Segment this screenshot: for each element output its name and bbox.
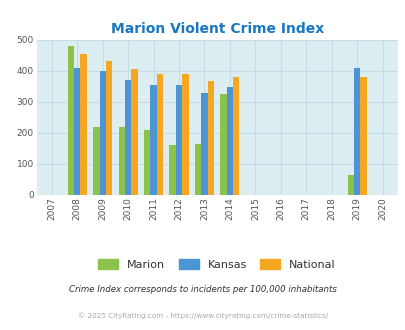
Bar: [131, 69, 137, 195]
Bar: [144, 130, 150, 195]
Bar: [347, 176, 353, 195]
Bar: [80, 53, 87, 195]
Text: Crime Index corresponds to incidents per 100,000 inhabitants: Crime Index corresponds to incidents per…: [69, 285, 336, 294]
Bar: [360, 77, 366, 195]
Bar: [175, 84, 182, 195]
Bar: [106, 61, 112, 195]
Bar: [226, 87, 232, 195]
Bar: [353, 68, 360, 195]
Bar: [194, 144, 201, 195]
Bar: [232, 78, 239, 195]
Text: © 2025 CityRating.com - https://www.cityrating.com/crime-statistics/: © 2025 CityRating.com - https://www.city…: [78, 313, 327, 319]
Bar: [201, 93, 207, 195]
Bar: [156, 74, 163, 195]
Bar: [68, 46, 74, 195]
Bar: [150, 84, 156, 195]
Bar: [118, 127, 125, 195]
Bar: [220, 94, 226, 195]
Bar: [99, 71, 106, 195]
Title: Marion Violent Crime Index: Marion Violent Crime Index: [110, 22, 323, 36]
Legend: Marion, Kansas, National: Marion, Kansas, National: [98, 259, 335, 270]
Bar: [182, 74, 188, 195]
Bar: [207, 81, 213, 195]
Bar: [125, 80, 131, 195]
Bar: [74, 68, 80, 195]
Bar: [169, 145, 175, 195]
Bar: [93, 127, 99, 195]
